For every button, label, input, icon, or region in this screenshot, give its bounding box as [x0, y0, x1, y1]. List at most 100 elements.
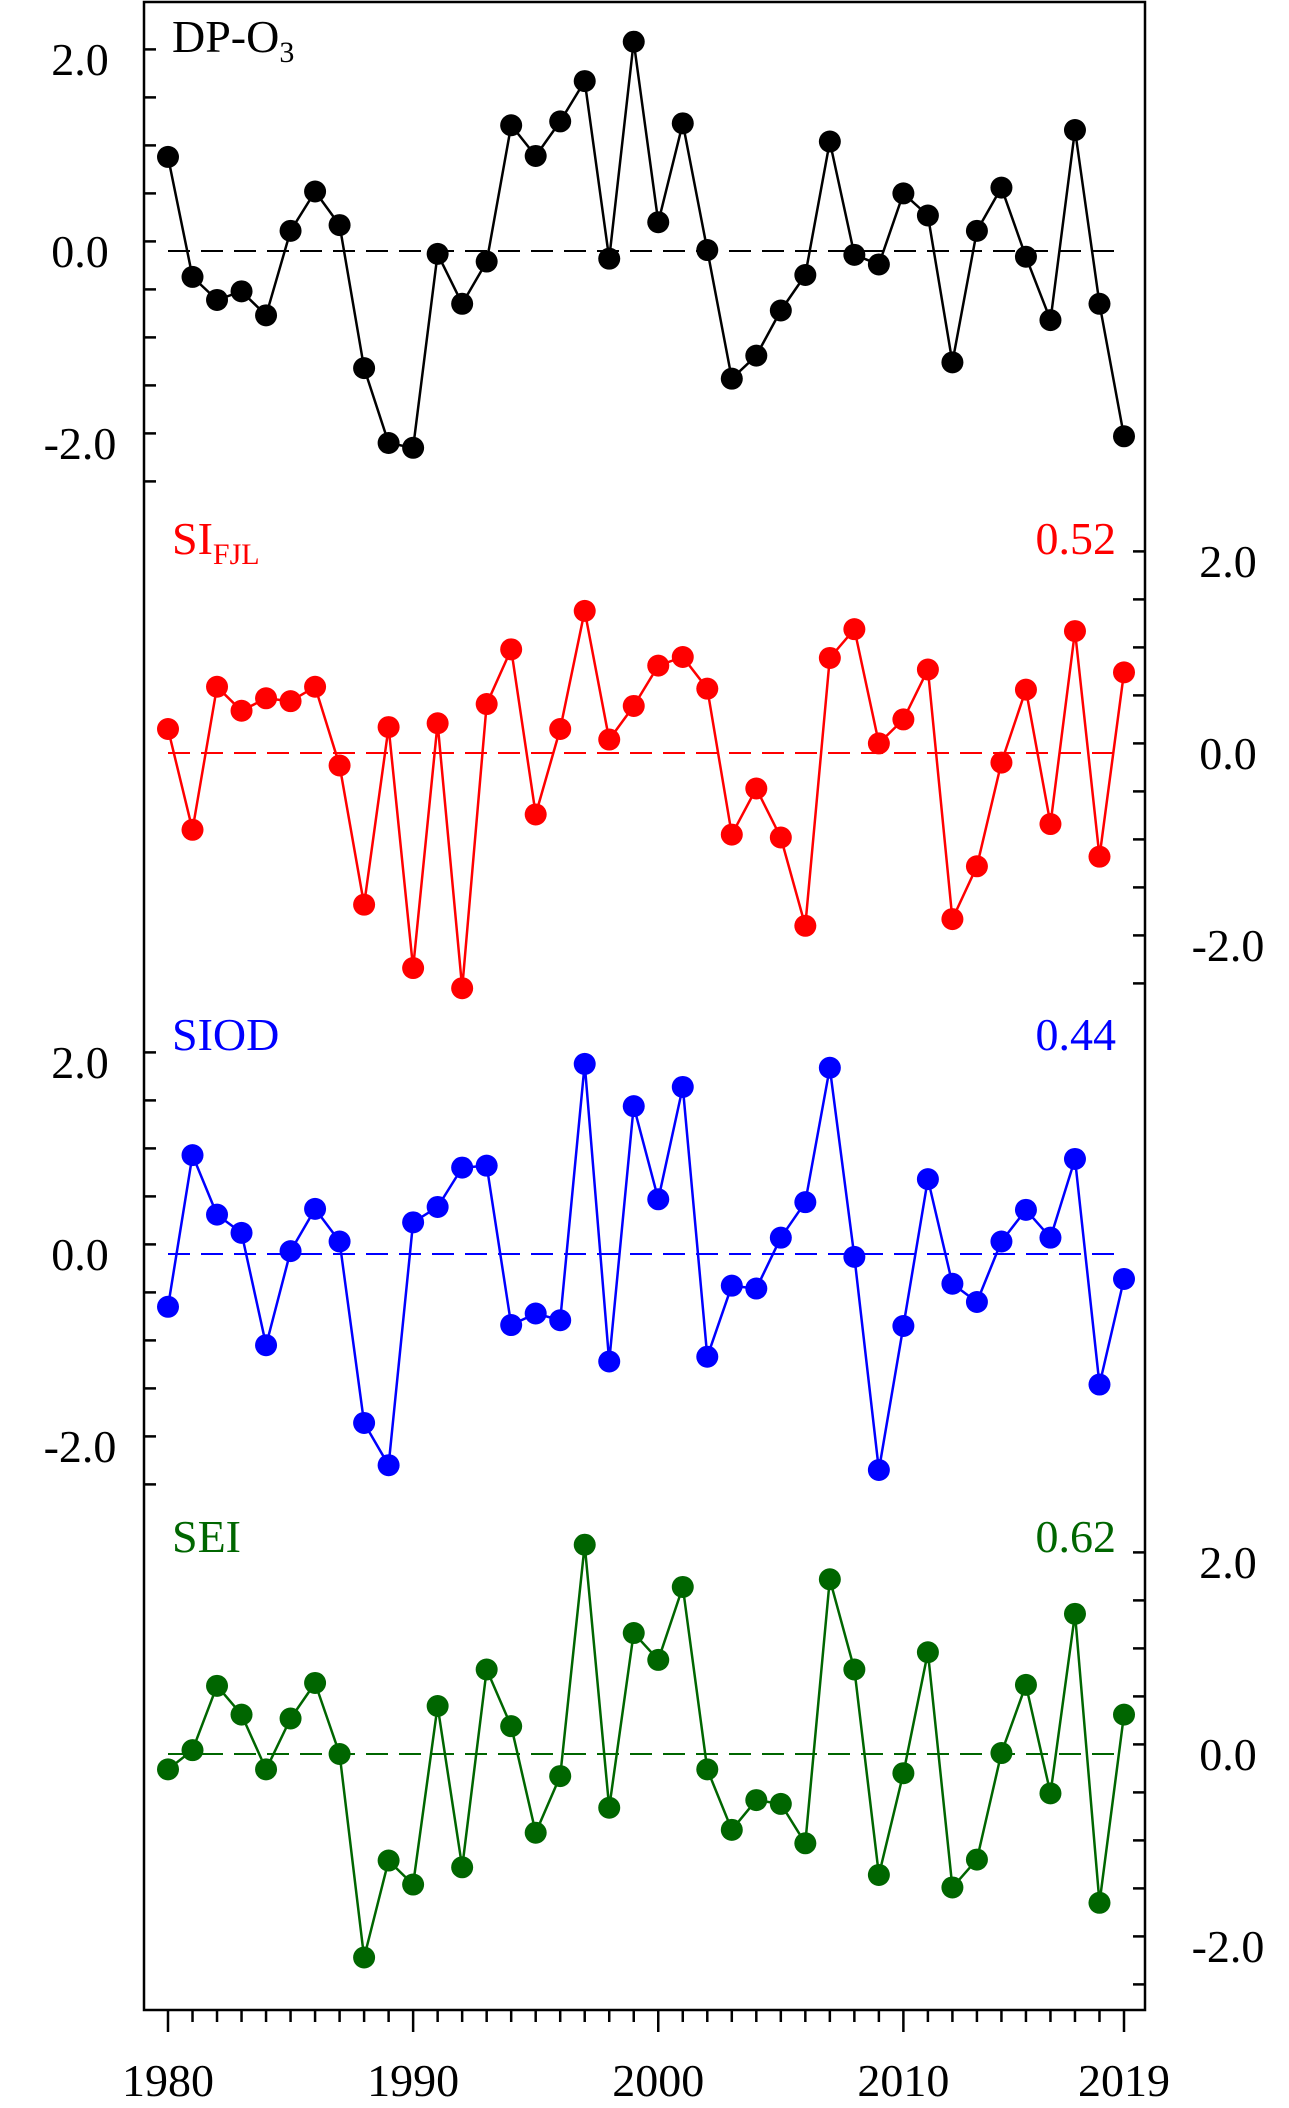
data-point [598, 1796, 621, 1819]
data-point [867, 1459, 890, 1481]
data-point [696, 677, 719, 700]
data-point [157, 145, 179, 168]
x-tick-label: 2010 [857, 2055, 949, 2106]
data-point [377, 1454, 400, 1477]
data-point [696, 1345, 719, 1368]
data-point [573, 599, 596, 622]
data-point [573, 1533, 596, 1556]
series-title-subscript: FJL [213, 538, 260, 571]
data-point [304, 180, 327, 203]
series-title: SIFJL [172, 513, 260, 571]
data-point [794, 1191, 817, 1214]
data-point [1039, 813, 1062, 836]
data-point [843, 618, 866, 641]
data-point [622, 694, 645, 717]
data-point [794, 264, 817, 286]
series-line [166, 1062, 1126, 1472]
data-point [794, 1832, 817, 1855]
data-point [353, 1411, 376, 1434]
data-point [745, 344, 768, 367]
data-point [500, 114, 523, 137]
data-point [1113, 425, 1135, 448]
data-point [990, 176, 1013, 199]
data-point [696, 239, 719, 262]
data-point [990, 1230, 1013, 1253]
data-point [1088, 292, 1111, 315]
data-point [451, 1856, 474, 1879]
data-point [426, 1195, 449, 1218]
data-point [916, 1641, 939, 1664]
data-point [965, 855, 988, 878]
data-point [843, 1245, 866, 1268]
data-point [279, 219, 302, 242]
data-point [1113, 1267, 1135, 1290]
data-point [647, 654, 670, 677]
data-point [916, 1168, 939, 1191]
y-tick-label: -2.0 [44, 1421, 117, 1472]
data-point [230, 699, 253, 722]
data-point [1014, 245, 1037, 268]
data-point [965, 1848, 988, 1871]
data-point [769, 1226, 792, 1249]
data-point [647, 211, 670, 234]
data-point [230, 280, 253, 303]
x-tick-label: 2019 [1078, 2055, 1170, 2106]
data-point [255, 304, 278, 327]
data-point [941, 351, 964, 374]
data-point [1113, 1703, 1135, 1726]
series-title-subscript: 3 [279, 36, 294, 69]
data-point [892, 1315, 915, 1337]
data-point [328, 754, 351, 777]
data-point [279, 690, 302, 713]
x-tick-label: 1980 [122, 2055, 214, 2106]
data-point [230, 1221, 253, 1244]
data-point [328, 1743, 351, 1765]
data-point [451, 1156, 474, 1179]
data-point [941, 1272, 964, 1295]
data-point [598, 1350, 621, 1373]
series-line [166, 40, 1126, 450]
data-point [696, 1758, 719, 1781]
data-point [598, 728, 621, 751]
data-point [1088, 1891, 1111, 1914]
data-point [794, 914, 817, 937]
data-point [745, 777, 768, 800]
data-point [304, 675, 327, 698]
data-point [304, 1671, 327, 1694]
data-point [353, 1946, 376, 1969]
data-point [671, 112, 694, 135]
data-point [475, 693, 498, 716]
data-point [745, 1789, 768, 1812]
y-tick-label: 0.0 [1199, 728, 1257, 779]
data-point [181, 818, 204, 841]
data-point [941, 1876, 964, 1899]
data-point [1039, 1226, 1062, 1249]
data-point [990, 1742, 1013, 1765]
data-point [206, 675, 229, 698]
data-point [206, 1674, 229, 1697]
series-line [166, 609, 1126, 990]
data-point [377, 432, 400, 454]
data-point [524, 144, 547, 167]
data-point [500, 1715, 523, 1738]
data-point [255, 1334, 278, 1357]
data-point [524, 803, 547, 826]
data-point [1088, 845, 1111, 868]
data-point [720, 367, 743, 390]
data-point [647, 1648, 670, 1671]
data-point [1014, 1673, 1037, 1696]
series-title-main: SIOD [172, 1009, 279, 1060]
data-point [353, 357, 376, 380]
data-point [843, 243, 866, 266]
data-point [892, 708, 915, 731]
data-point [622, 1095, 645, 1118]
data-point [1063, 1147, 1086, 1170]
data-point [745, 1277, 768, 1300]
data-point [818, 1056, 841, 1079]
data-point [181, 1739, 204, 1762]
data-point [720, 823, 743, 846]
data-point [230, 1703, 253, 1726]
plot-frame [142, 0, 1147, 2012]
data-point [671, 1575, 694, 1598]
data-point [916, 658, 939, 681]
